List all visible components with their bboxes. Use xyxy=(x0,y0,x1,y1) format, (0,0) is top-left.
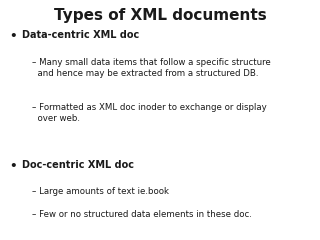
Text: Data-centric XML doc: Data-centric XML doc xyxy=(22,30,140,40)
Text: – Few or no structured data elements in these doc.: – Few or no structured data elements in … xyxy=(32,210,252,219)
Text: Doc-centric XML doc: Doc-centric XML doc xyxy=(22,160,134,170)
Text: – Large amounts of text ie.book: – Large amounts of text ie.book xyxy=(32,187,169,196)
Text: – Formatted as XML doc inoder to exchange or display
  over web.: – Formatted as XML doc inoder to exchang… xyxy=(32,103,267,123)
Text: •: • xyxy=(10,160,17,173)
Text: •: • xyxy=(10,30,17,43)
Text: – Many small data items that follow a specific structure
  and hence may be extr: – Many small data items that follow a sp… xyxy=(32,58,271,78)
Text: Types of XML documents: Types of XML documents xyxy=(54,8,266,24)
